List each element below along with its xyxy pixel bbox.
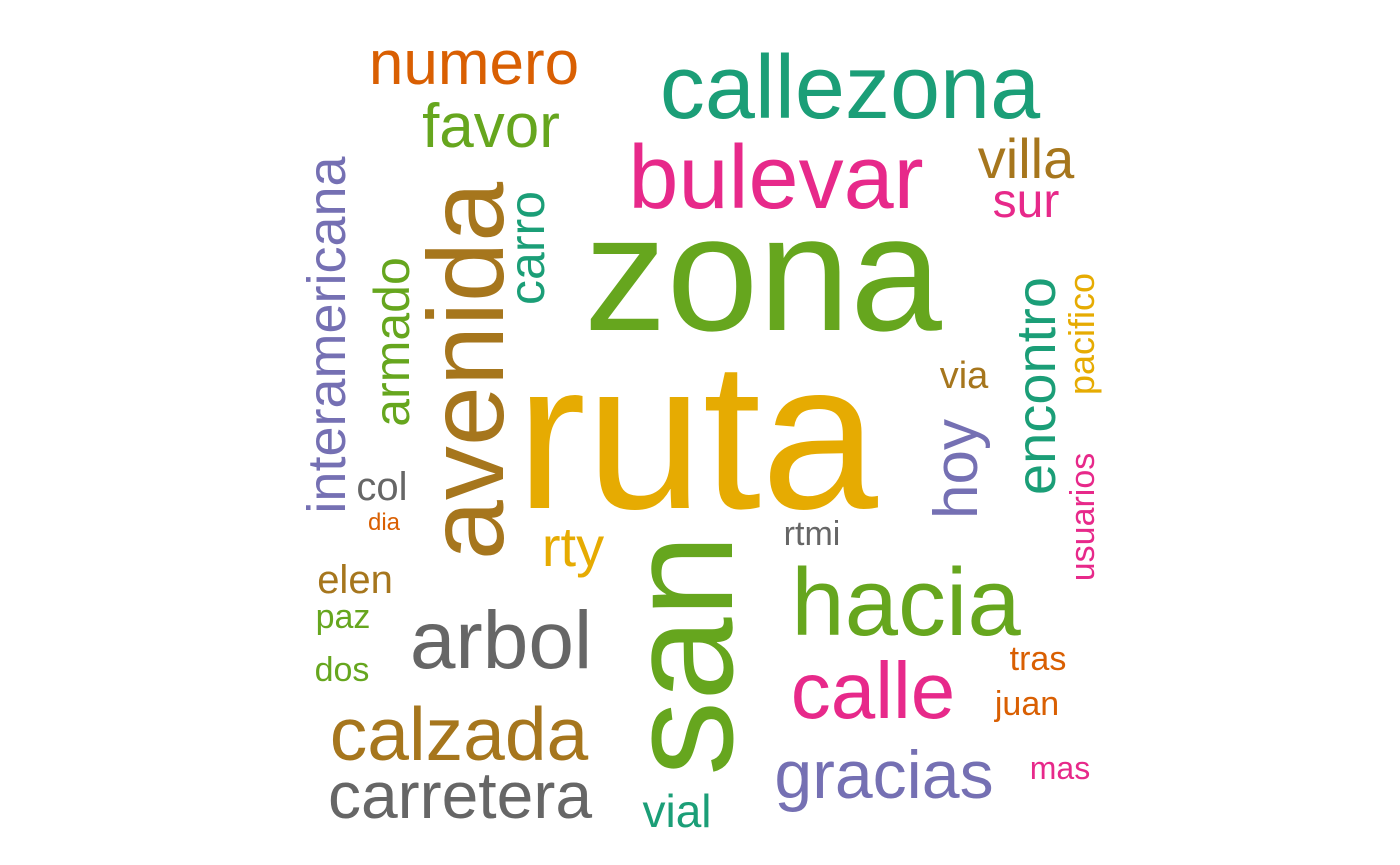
- word-calzada: calzada: [330, 692, 589, 776]
- word-callezona: callezona: [660, 38, 1041, 138]
- word-mas: mas: [1030, 750, 1090, 786]
- word-usuarios: usuarios: [1064, 453, 1102, 582]
- word-rtmi: rtmi: [784, 515, 841, 553]
- word-tras: tras: [1010, 640, 1067, 678]
- word-armado: armado: [364, 257, 420, 427]
- word-calle: calle: [791, 646, 956, 735]
- word-sur: sur: [993, 175, 1060, 228]
- word-gracias: gracias: [774, 737, 993, 813]
- word-juan: juan: [994, 685, 1059, 723]
- word-col: col: [356, 465, 407, 509]
- word-vial: vial: [642, 785, 711, 837]
- word-carro: carro: [499, 191, 555, 305]
- word-carretera: carretera: [328, 758, 592, 832]
- word-numero: numero: [369, 29, 579, 98]
- word-bulevar: bulevar: [628, 128, 923, 228]
- word-favor: favor: [422, 92, 560, 161]
- word-avenida: avenida: [405, 181, 526, 560]
- word-hacia: hacia: [791, 549, 1021, 656]
- word-san: san: [596, 534, 764, 776]
- word-via: via: [940, 355, 989, 397]
- word-zona: zona: [584, 181, 942, 365]
- word-villa: villa: [978, 127, 1075, 190]
- word-ruta: ruta: [516, 318, 878, 553]
- word-encontro: encontro: [1004, 277, 1067, 495]
- word-paz: paz: [316, 598, 371, 636]
- word-dia: dia: [368, 509, 401, 536]
- word-hoy: hoy: [922, 419, 991, 519]
- word-interamericana: interamericana: [297, 155, 357, 513]
- word-arbol: arbol: [410, 595, 592, 686]
- word-rty: rty: [542, 515, 604, 578]
- word-dos: dos: [315, 651, 370, 689]
- word-elen: elen: [317, 558, 393, 602]
- word-pacifico: pacifico: [1061, 273, 1102, 395]
